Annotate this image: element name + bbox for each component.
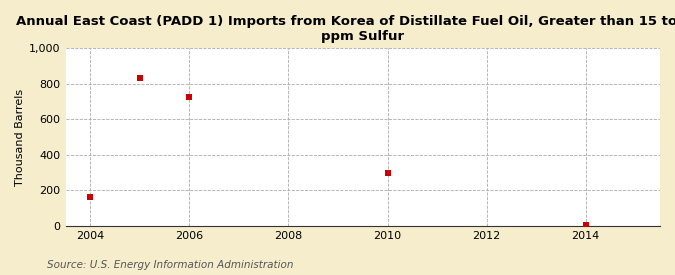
Title: Annual East Coast (PADD 1) Imports from Korea of Distillate Fuel Oil, Greater th: Annual East Coast (PADD 1) Imports from … [16,15,675,43]
Point [85,195,96,200]
Point [580,223,591,227]
Text: Source: U.S. Energy Information Administration: Source: U.S. Energy Information Administ… [47,260,294,270]
Point [184,95,195,99]
Y-axis label: Thousand Barrels: Thousand Barrels [15,89,25,186]
Point [382,170,393,175]
Point [134,75,145,80]
